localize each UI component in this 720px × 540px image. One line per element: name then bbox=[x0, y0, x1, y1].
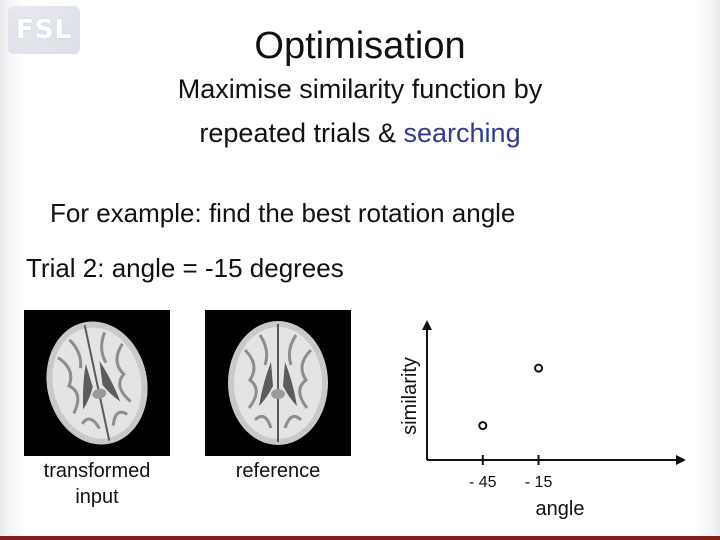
brain-axial-slice-icon bbox=[228, 321, 328, 445]
transformed-input-image bbox=[24, 310, 170, 456]
subtitle-line-2-text: repeated trials & bbox=[199, 118, 404, 148]
reference-caption-text: reference bbox=[235, 460, 321, 482]
logo-text: FSL bbox=[15, 15, 73, 45]
x-axis-label: angle bbox=[536, 498, 585, 520]
data-point-1 bbox=[534, 363, 544, 373]
y-axis-arrow bbox=[422, 320, 432, 330]
transformed-input-caption: transformed input bbox=[20, 458, 174, 510]
subtitle-line-1: Maximise similarity function by bbox=[177, 74, 543, 104]
transformed-input-caption-text: transformed input bbox=[43, 460, 151, 508]
fsl-logo: FSL bbox=[8, 6, 80, 54]
slide-title: Optimisation bbox=[254, 25, 466, 67]
y-axis-label: similarity bbox=[399, 357, 421, 435]
trial-text: Trial 2: angle = -15 degrees bbox=[26, 253, 344, 283]
similarity-chart: similarity angle - 45 - 15 bbox=[380, 310, 700, 530]
bottom-rule bbox=[0, 536, 720, 540]
example-text: For example: find the best rotation angl… bbox=[50, 198, 516, 228]
data-point-0 bbox=[478, 421, 488, 431]
x-axis-arrow bbox=[676, 455, 686, 465]
chart-marks: - 45 - 15 bbox=[469, 363, 553, 491]
x-tick-label-1: - 15 bbox=[525, 474, 553, 491]
brain-axial-slice-icon bbox=[46, 321, 148, 445]
x-tick-label-0: - 45 bbox=[469, 474, 497, 491]
similarity-chart-svg: similarity angle - 45 - 15 bbox=[399, 320, 686, 520]
subtitle-highlight-word: searching bbox=[403, 118, 521, 148]
subtitle-line-2: repeated trials & searching bbox=[0, 116, 720, 150]
reference-image bbox=[205, 310, 351, 456]
reference-caption: reference bbox=[201, 458, 355, 484]
